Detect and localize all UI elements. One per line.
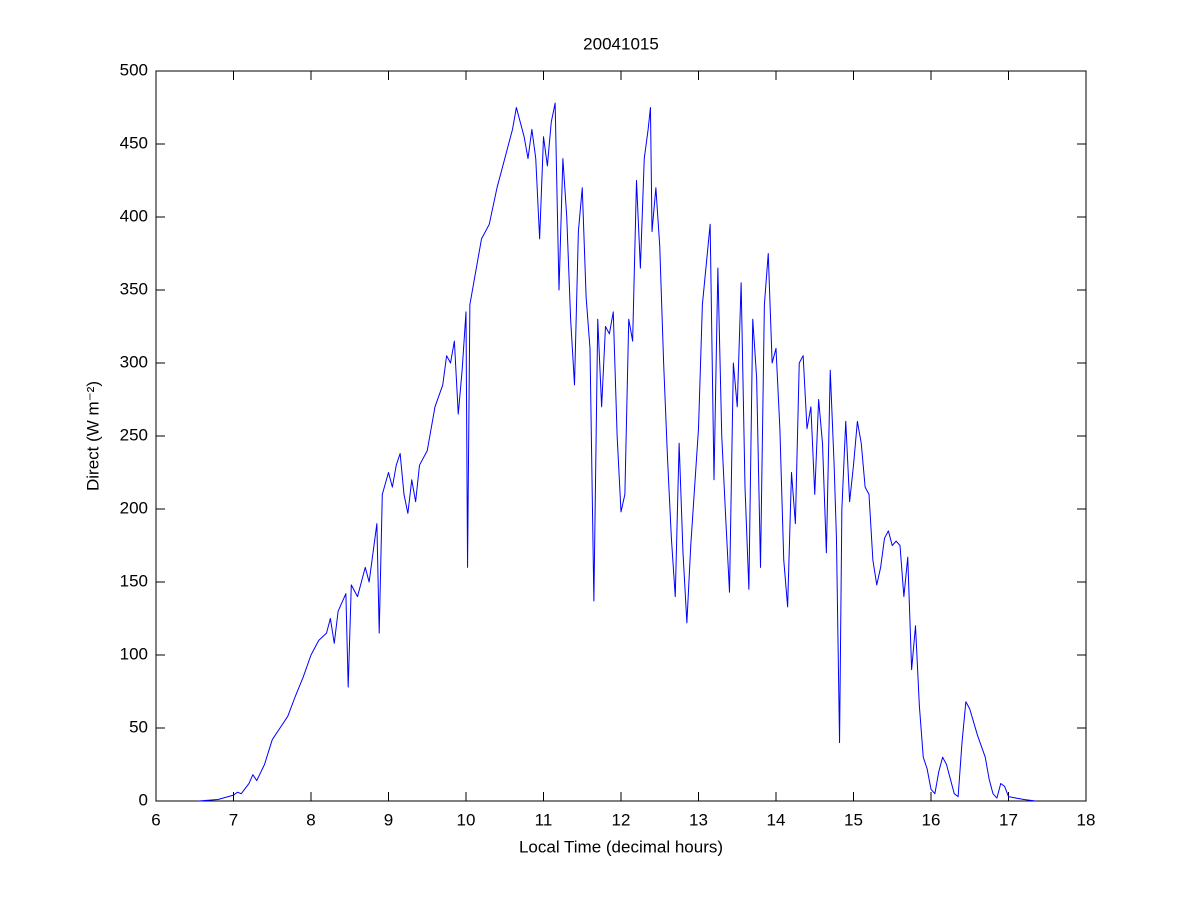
x-axis-label: Local Time (decimal hours): [519, 837, 723, 856]
y-tick-label: 150: [120, 571, 148, 590]
axes-box: [155, 70, 1087, 802]
x-tick-label: 14: [767, 810, 786, 829]
x-tick-label: 8: [306, 810, 315, 829]
y-tick-label: 50: [129, 717, 148, 736]
y-tick-label: 300: [120, 352, 148, 371]
y-tick-label: 250: [120, 425, 148, 444]
x-tick-label: 15: [844, 810, 863, 829]
x-tick-label: 7: [229, 810, 238, 829]
y-axis-label: Direct (W m⁻²): [83, 381, 102, 491]
plot-area: [156, 71, 1086, 801]
x-tick-label: 11: [535, 810, 553, 829]
x-tick-label: 10: [457, 810, 476, 829]
x-tick-label: 13: [689, 810, 708, 829]
chart-title: 20041015: [583, 34, 659, 53]
y-tick-label: 500: [120, 60, 148, 79]
y-tick-label: 0: [139, 790, 148, 809]
x-tick-label: 6: [151, 810, 160, 829]
x-tick-label: 18: [1077, 810, 1096, 829]
y-tick-label: 400: [120, 206, 148, 225]
x-tick-label: 12: [612, 810, 631, 829]
x-tick-label: 9: [384, 810, 393, 829]
data-line: [198, 102, 1036, 802]
y-tick-label: 450: [120, 133, 148, 152]
x-tick-label: 16: [922, 810, 941, 829]
y-tick-label: 100: [120, 644, 148, 663]
y-tick-label: 200: [120, 498, 148, 517]
x-tick-label: 17: [999, 810, 1018, 829]
y-tick-label: 350: [120, 279, 148, 298]
